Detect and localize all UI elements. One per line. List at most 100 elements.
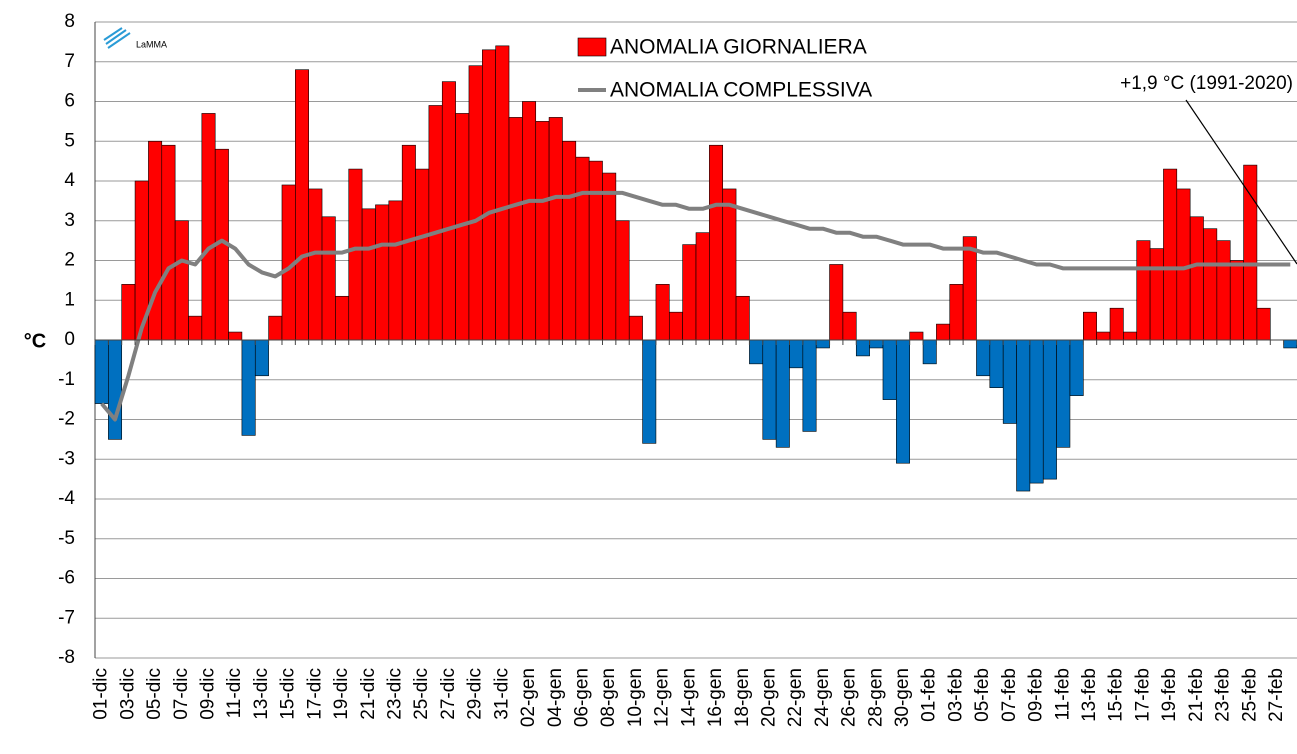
bar xyxy=(802,339,817,432)
annotation-arrow xyxy=(1185,99,1297,265)
x-tick-label: 24-gen xyxy=(812,668,833,727)
y-tick-label: -3 xyxy=(58,448,75,469)
x-tick-label: 23-feb xyxy=(1213,668,1234,722)
bar xyxy=(375,204,390,341)
bar xyxy=(655,284,670,341)
y-tick-label: -5 xyxy=(58,528,75,549)
x-tick-label: 05-feb xyxy=(972,668,993,722)
x-tick-label: 22-gen xyxy=(785,668,806,727)
bar xyxy=(1056,339,1071,448)
x-tick-label: 28-gen xyxy=(865,668,886,727)
bar xyxy=(562,140,577,341)
bar xyxy=(722,188,737,341)
bar xyxy=(1136,240,1151,341)
x-tick-label: 20-gen xyxy=(758,668,779,727)
x-tick-label: 15-feb xyxy=(1106,668,1127,722)
bar xyxy=(1123,331,1138,341)
bar xyxy=(882,339,897,400)
bar xyxy=(201,113,216,341)
bar xyxy=(1163,168,1178,341)
y-tick-label: -6 xyxy=(58,568,75,589)
y-tick-label: 5 xyxy=(64,130,75,151)
bar xyxy=(575,156,590,341)
bar xyxy=(441,81,456,341)
y-tick-label: 8 xyxy=(64,11,75,32)
y-tick-label: -8 xyxy=(58,647,75,668)
x-tick-label: 11-feb xyxy=(1052,668,1073,720)
x-tick-label: 18-gen xyxy=(732,668,753,727)
x-tick-label: 17-dic xyxy=(304,668,325,720)
logo-text: LaMMA xyxy=(136,39,167,49)
bar xyxy=(1109,307,1124,341)
bar xyxy=(922,339,937,365)
x-tick-label: 31-dic xyxy=(491,668,512,720)
x-tick-label: 07-feb xyxy=(999,668,1020,722)
x-tick-label: 13-feb xyxy=(1079,668,1100,722)
bar xyxy=(1176,188,1191,341)
x-tick-label: 25-dic xyxy=(411,668,432,720)
bar xyxy=(762,339,777,440)
bar xyxy=(1042,339,1057,480)
x-tick-label: 10-gen xyxy=(625,668,646,727)
x-tick-label: 09-dic xyxy=(198,668,219,720)
bar xyxy=(108,339,123,440)
bar xyxy=(428,105,443,341)
bar xyxy=(548,117,563,341)
bar xyxy=(482,49,496,341)
bar xyxy=(321,216,336,341)
bar xyxy=(735,295,750,341)
x-tick-label: 14-gen xyxy=(678,668,699,727)
bar xyxy=(909,331,924,341)
bar xyxy=(949,284,964,341)
bar xyxy=(896,339,910,464)
bar xyxy=(415,168,430,341)
x-tick-label: 03-feb xyxy=(945,668,966,722)
x-tick-label: 27-feb xyxy=(1266,668,1287,722)
bar xyxy=(1203,228,1218,341)
bar xyxy=(1149,248,1164,341)
bar xyxy=(361,208,376,341)
x-tick-label: 29-dic xyxy=(465,668,486,720)
bar xyxy=(628,315,643,341)
x-tick-label: 27-dic xyxy=(438,668,459,720)
bar xyxy=(789,339,804,369)
logo: LaMMA xyxy=(103,27,167,49)
x-tick-label: 12-gen xyxy=(652,668,673,727)
y-tick-label: -7 xyxy=(58,607,75,628)
x-tick-label: 01-dic xyxy=(91,668,112,720)
y-tick-label: -2 xyxy=(58,409,75,430)
x-tick-label: 05-dic xyxy=(144,668,165,720)
legend-swatch xyxy=(577,37,607,57)
y-tick-label: -1 xyxy=(58,369,75,390)
y-axis-label: °C xyxy=(24,330,46,352)
bar xyxy=(1029,339,1044,484)
x-tick-label: 16-gen xyxy=(705,668,726,727)
bar xyxy=(295,69,309,341)
x-tick-label: 04-gen xyxy=(545,668,566,727)
bar xyxy=(842,311,857,341)
x-tick-label: 03-dic xyxy=(117,668,138,720)
bar xyxy=(495,45,510,341)
bar xyxy=(388,200,403,341)
annotation: +1,9 °C (1991-2020) xyxy=(1120,73,1293,94)
bar xyxy=(228,331,243,341)
bar xyxy=(869,339,884,349)
bar xyxy=(1069,339,1084,396)
bar xyxy=(335,295,350,341)
bar xyxy=(308,188,323,341)
x-tick-label: 17-feb xyxy=(1132,668,1153,722)
bar xyxy=(1283,339,1297,349)
x-tick-label: 06-gen xyxy=(571,668,592,727)
bar xyxy=(962,236,977,341)
bar xyxy=(188,315,203,341)
bar xyxy=(1229,260,1244,341)
bar xyxy=(615,220,630,341)
x-tick-label: 30-gen xyxy=(892,668,913,727)
bar xyxy=(695,232,710,341)
x-tick-label: 13-dic xyxy=(251,668,272,720)
y-tick-label: 4 xyxy=(64,170,75,191)
y-tick-label: 3 xyxy=(64,210,75,231)
x-tick-label: 21-feb xyxy=(1186,668,1207,722)
bar xyxy=(936,323,951,341)
